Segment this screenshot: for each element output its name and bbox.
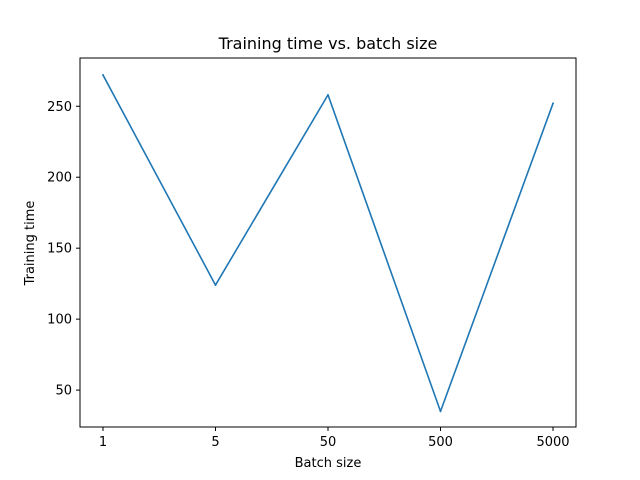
- x-tick-label: 5000: [536, 435, 569, 450]
- y-tick-label: 50: [55, 384, 72, 399]
- y-axis: 50 100 150 200 250: [47, 100, 80, 399]
- plot-area: [101, 73, 555, 413]
- data-point: [327, 94, 329, 96]
- data-point: [439, 410, 442, 413]
- y-tick-label: 150: [47, 242, 72, 257]
- y-axis-label: Training time: [23, 201, 38, 287]
- data-point: [552, 102, 554, 105]
- y-tick-label: 250: [47, 100, 72, 115]
- chart-title: Training time vs. batch size: [218, 34, 438, 53]
- x-tick-label: 500: [428, 435, 453, 450]
- x-tick-label: 50: [320, 435, 337, 450]
- x-axis-label: Batch size: [295, 456, 362, 471]
- y-tick-label: 100: [47, 313, 72, 328]
- x-tick-label: 1: [99, 435, 107, 450]
- data-point: [214, 284, 217, 286]
- data-point: [102, 74, 104, 76]
- x-tick-label: 5: [211, 435, 219, 450]
- x-axis: 1 5 50 500 5000: [99, 427, 570, 450]
- y-tick-label: 200: [47, 171, 72, 186]
